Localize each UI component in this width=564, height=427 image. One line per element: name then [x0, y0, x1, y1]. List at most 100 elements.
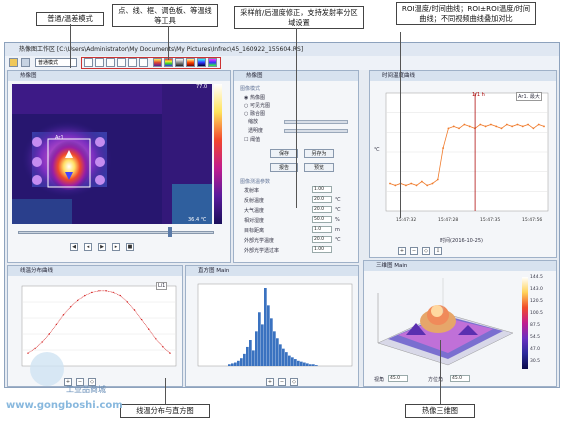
line-point [91, 291, 93, 294]
report-button[interactable]: 报告 [270, 163, 298, 172]
roi-zoom-in-icon[interactable]: + [398, 247, 406, 255]
line-zoom-in-icon[interactable]: + [64, 378, 72, 386]
radio-fusion[interactable]: ○ 融合图 [244, 111, 265, 117]
direction-field[interactable]: 45.0 [450, 375, 470, 382]
radio-thermal[interactable]: ◉ 热像图 [244, 95, 265, 101]
colorbar-tick-label: 54.5 [530, 335, 541, 340]
radio-visible[interactable]: ○ 可见光图 [244, 103, 270, 109]
checkbox-threshold-label: 阈值 [250, 137, 261, 143]
isotherm-tool-icon[interactable] [139, 58, 148, 67]
roi-legend: Ar1. 最大 [516, 92, 542, 101]
step-forward-icon[interactable]: ▸ [112, 243, 120, 251]
roi-curve-title: 时间温度曲线 [370, 71, 556, 81]
tools-toolbar [81, 57, 221, 69]
roi-export-icon[interactable]: ⇩ [434, 247, 442, 255]
colorbar-tick-label: 120.5 [530, 299, 543, 304]
angle-label: 视角 [374, 377, 385, 383]
roi-point [394, 184, 397, 187]
save-as-button[interactable]: 另存为 [304, 149, 334, 158]
hist-bar [273, 331, 276, 366]
play-icon[interactable]: ▶ [98, 243, 106, 251]
roi-point [479, 123, 482, 126]
circle-tool-icon[interactable] [117, 58, 126, 67]
roi-point [463, 123, 466, 126]
thermal-panel: 热像图 [7, 70, 231, 263]
playback-slider-thumb[interactable] [168, 227, 172, 237]
param-field[interactable]: 20.0 [312, 236, 332, 243]
checkbox-threshold[interactable]: ☐ 阈值 [244, 137, 261, 143]
line-zoom-out-icon[interactable]: − [76, 378, 84, 386]
hist-bar [282, 348, 285, 366]
save-button[interactable]: 保存 [270, 149, 298, 158]
roi-fit-icon[interactable]: ◇ [422, 247, 430, 255]
box-tool-icon[interactable] [106, 58, 115, 67]
zoom-slider[interactable] [284, 120, 348, 124]
param-label: 反射温度 [244, 198, 265, 204]
hist-zoom-in-icon[interactable]: + [266, 378, 274, 386]
playback-slider[interactable] [18, 231, 214, 234]
line-tool-icon[interactable] [95, 58, 104, 67]
callout-mode-line [70, 24, 71, 68]
polygon-tool-icon[interactable] [128, 58, 137, 67]
line-fit-icon[interactable]: ◇ [88, 378, 96, 386]
roi-point [527, 123, 529, 126]
param-field[interactable]: 50.0 [312, 216, 332, 223]
callout-3d: 热像三维图 [405, 404, 475, 418]
hist-zoom-out-icon[interactable]: − [278, 378, 286, 386]
step-back-icon[interactable]: ◂ [84, 243, 92, 251]
line-point [155, 338, 157, 340]
palette-medical-icon[interactable] [208, 58, 217, 67]
settings-icon[interactable] [21, 58, 30, 67]
thermal-3d-panel: 三维图 Main 视角 45.0 方位角 45.0 144.5 143.0 120.… [363, 260, 557, 387]
param-unit: % [335, 217, 340, 223]
hist-bar [312, 364, 315, 366]
callout-3d-line [440, 340, 441, 404]
roi-point [484, 125, 487, 128]
thermal-3d-colorbar [522, 277, 528, 369]
histogram-chart[interactable] [188, 278, 356, 374]
callout-tools-line [168, 26, 169, 60]
thermal-image[interactable] [12, 84, 212, 224]
roi-point [505, 123, 508, 126]
param-field[interactable]: 1.00 [312, 186, 332, 193]
colorbar-tick-label: 30.5 [530, 359, 541, 364]
hist-fit-icon[interactable]: ◇ [290, 378, 298, 386]
label-zoom: 缩放 [248, 119, 259, 125]
hist-bar [291, 357, 294, 366]
line-point [34, 347, 36, 350]
param-field[interactable]: 20.0 [312, 206, 332, 213]
param-label: 外部光学温度 [244, 238, 275, 244]
param-field[interactable]: 1.0 [312, 226, 332, 233]
palette-cool-icon[interactable] [197, 58, 206, 67]
hist-bar [303, 362, 306, 366]
direction-label: 方位角 [428, 377, 444, 383]
palette-hot-icon[interactable] [186, 58, 195, 67]
mode-select[interactable]: 普通模式 [35, 58, 77, 67]
param-field[interactable]: 1.00 [312, 246, 332, 253]
line-point [169, 352, 171, 354]
thermal-3d-surface[interactable] [368, 273, 518, 373]
callout-correction: 采样前/后温度修正，支持发射率分区域设置 [234, 6, 364, 29]
callout-line-hist: 线温分布与直方图 [120, 404, 210, 418]
point-tool-icon[interactable] [84, 58, 93, 67]
roi-point [405, 184, 407, 187]
roi-point [452, 125, 455, 128]
palette-ironbow-icon[interactable] [153, 58, 162, 67]
roi-curve-chart[interactable]: 15:47:32 15:47:28 15:47:35 15:47:56 [372, 83, 554, 233]
rewind-icon[interactable]: ◀ [70, 243, 78, 251]
transparency-slider[interactable] [284, 129, 348, 133]
hist-bar [309, 364, 312, 366]
radio-visible-label: 可见光图 [249, 103, 270, 109]
callout-roi-line [400, 32, 401, 218]
roi-point [543, 125, 545, 128]
angle-field[interactable]: 45.0 [388, 375, 408, 382]
colorbar-max-label: 77.0 [196, 84, 208, 90]
palette-gray-icon[interactable] [175, 58, 184, 67]
open-file-icon[interactable] [9, 58, 18, 67]
stop-icon[interactable]: ■ [126, 243, 134, 251]
roi-zoom-out-icon[interactable]: − [410, 247, 418, 255]
param-field[interactable]: 20.0 [312, 196, 332, 203]
preview-button[interactable]: 预览 [304, 163, 334, 172]
roi-point [436, 178, 439, 181]
param-label: 目标距离 [244, 228, 265, 234]
